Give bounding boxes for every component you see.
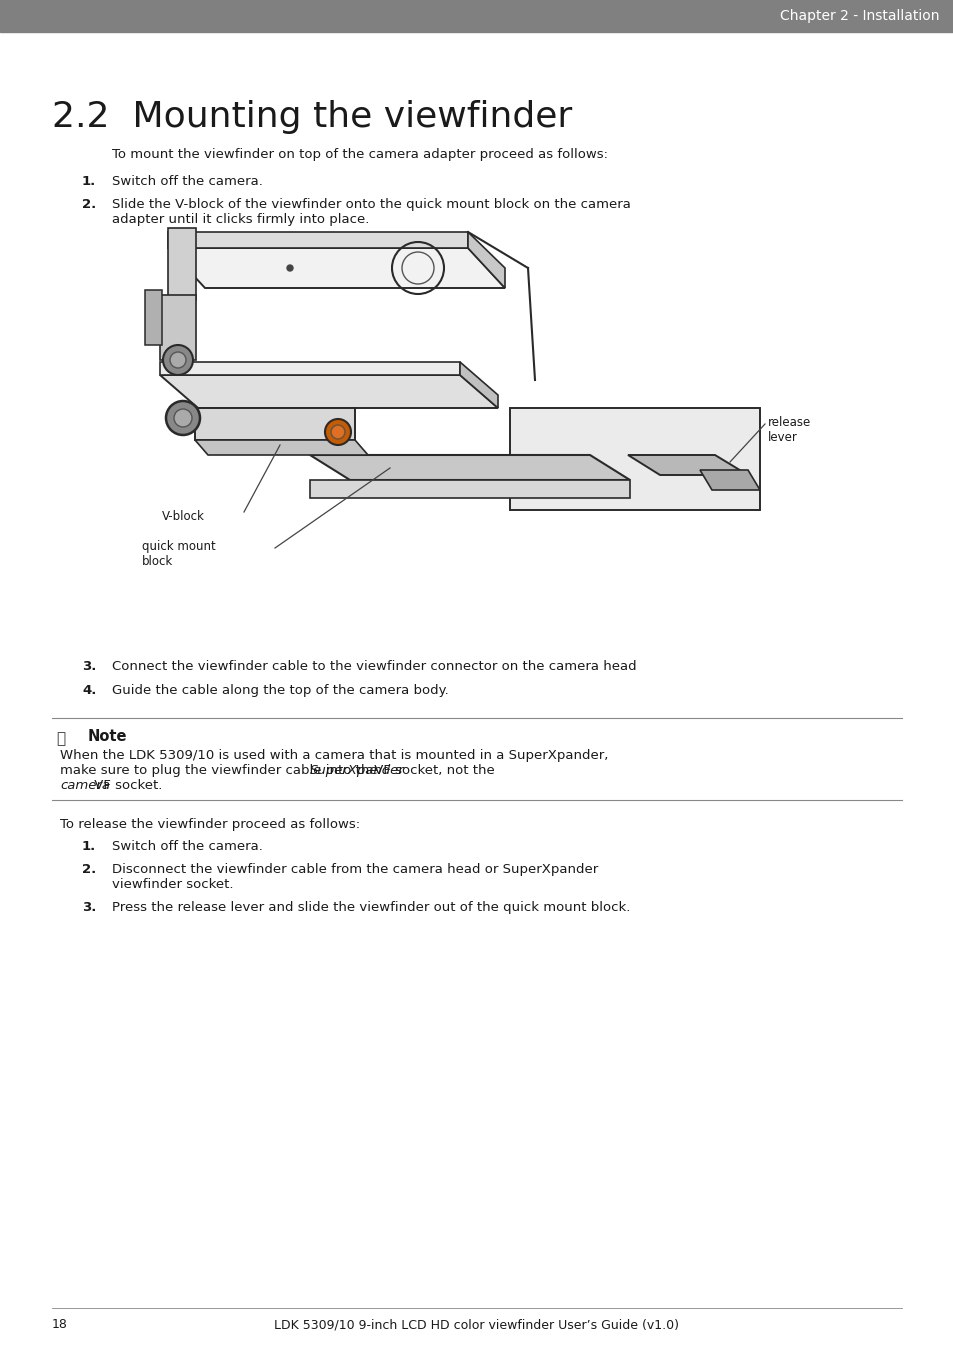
Circle shape bbox=[173, 410, 192, 427]
Text: 4.: 4. bbox=[82, 684, 96, 698]
Text: VF socket, not the: VF socket, not the bbox=[369, 764, 494, 777]
Text: camera: camera bbox=[60, 779, 110, 792]
Circle shape bbox=[287, 265, 293, 270]
Circle shape bbox=[163, 345, 193, 375]
Circle shape bbox=[170, 352, 186, 368]
Text: When the LDK 5309/10 is used with a camera that is mounted in a SuperXpander,: When the LDK 5309/10 is used with a came… bbox=[60, 749, 608, 763]
Polygon shape bbox=[700, 470, 760, 489]
Text: 1.: 1. bbox=[82, 840, 96, 853]
Text: release
lever: release lever bbox=[767, 416, 810, 443]
Polygon shape bbox=[160, 295, 195, 360]
Circle shape bbox=[331, 425, 345, 439]
Polygon shape bbox=[168, 247, 504, 288]
Text: 2.2  Mounting the viewfinder: 2.2 Mounting the viewfinder bbox=[52, 100, 572, 134]
Text: Slide the V-block of the viewfinder onto the quick mount block on the camera: Slide the V-block of the viewfinder onto… bbox=[112, 197, 630, 211]
Text: VF socket.: VF socket. bbox=[90, 779, 162, 792]
Circle shape bbox=[166, 402, 200, 435]
Text: LDK 5309/10 9-inch LCD HD color viewfinder User’s Guide (v1.0): LDK 5309/10 9-inch LCD HD color viewfind… bbox=[274, 1318, 679, 1330]
Bar bbox=[0, 0, 953, 32]
Text: 2.: 2. bbox=[82, 197, 96, 211]
Polygon shape bbox=[459, 362, 497, 408]
Text: Chapter 2 - Installation: Chapter 2 - Installation bbox=[780, 9, 939, 23]
Text: 3.: 3. bbox=[82, 660, 96, 673]
Text: adapter until it clicks firmly into place.: adapter until it clicks firmly into plac… bbox=[112, 214, 369, 226]
Text: 18: 18 bbox=[52, 1318, 68, 1330]
Polygon shape bbox=[160, 362, 459, 375]
Text: Note: Note bbox=[88, 729, 128, 744]
Polygon shape bbox=[310, 480, 629, 498]
Text: 👉: 👉 bbox=[56, 731, 65, 746]
Polygon shape bbox=[194, 439, 368, 456]
Polygon shape bbox=[510, 408, 760, 510]
Polygon shape bbox=[168, 233, 468, 247]
Polygon shape bbox=[310, 456, 629, 480]
Text: 2.: 2. bbox=[82, 863, 96, 876]
Text: To release the viewfinder proceed as follows:: To release the viewfinder proceed as fol… bbox=[60, 818, 359, 831]
Polygon shape bbox=[468, 233, 504, 288]
Text: Switch off the camera.: Switch off the camera. bbox=[112, 174, 263, 188]
Circle shape bbox=[325, 419, 351, 445]
Text: 3.: 3. bbox=[82, 900, 96, 914]
Text: Guide the cable along the top of the camera body.: Guide the cable along the top of the cam… bbox=[112, 684, 448, 698]
Text: SuperXpander: SuperXpander bbox=[310, 764, 404, 777]
Polygon shape bbox=[627, 456, 747, 475]
Text: viewfinder socket.: viewfinder socket. bbox=[112, 877, 233, 891]
Text: Disconnect the viewfinder cable from the camera head or SuperXpander: Disconnect the viewfinder cable from the… bbox=[112, 863, 598, 876]
Text: quick mount
block: quick mount block bbox=[142, 539, 215, 568]
Polygon shape bbox=[160, 375, 497, 408]
Text: 1.: 1. bbox=[82, 174, 96, 188]
Polygon shape bbox=[168, 228, 195, 300]
Text: make sure to plug the viewfinder cable into the: make sure to plug the viewfinder cable i… bbox=[60, 764, 381, 777]
Polygon shape bbox=[194, 408, 355, 439]
Text: V-block: V-block bbox=[162, 510, 205, 523]
Text: Press the release lever and slide the viewfinder out of the quick mount block.: Press the release lever and slide the vi… bbox=[112, 900, 630, 914]
Text: To mount the viewfinder on top of the camera adapter proceed as follows:: To mount the viewfinder on top of the ca… bbox=[112, 147, 607, 161]
Polygon shape bbox=[145, 289, 162, 345]
Text: Switch off the camera.: Switch off the camera. bbox=[112, 840, 263, 853]
Text: Connect the viewfinder cable to the viewfinder connector on the camera head: Connect the viewfinder cable to the view… bbox=[112, 660, 636, 673]
